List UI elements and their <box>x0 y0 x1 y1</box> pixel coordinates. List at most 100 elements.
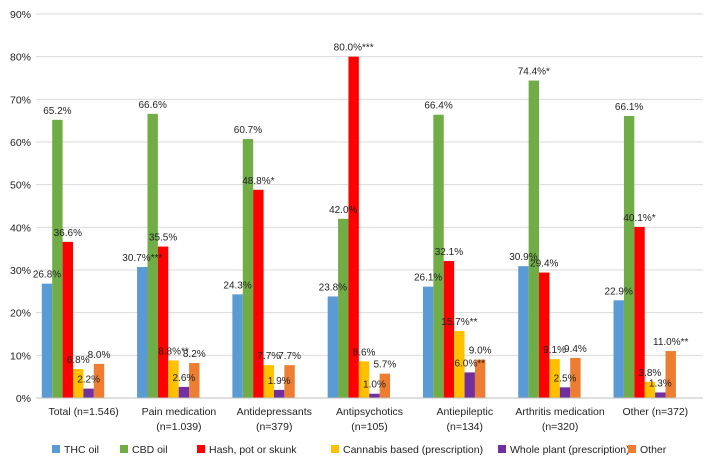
bar <box>93 363 105 398</box>
y-tick-label: 40% <box>10 222 31 234</box>
data-label: 30.7%*** <box>122 253 162 264</box>
data-label: 15.7%** <box>441 317 477 328</box>
bar <box>454 331 465 398</box>
bar <box>263 365 274 398</box>
bar <box>613 300 624 398</box>
y-axis-ticks: 0% 10% 20% 30% 40% 50% 60% 70% 80% 90% <box>10 9 31 405</box>
data-label: 65.2% <box>43 106 71 117</box>
data-label: 1.9% <box>268 376 291 387</box>
bar <box>242 139 254 398</box>
x-category-label: Total (n=1.546) <box>48 406 118 418</box>
bar <box>73 368 84 398</box>
data-label: 7.7% <box>257 351 280 362</box>
bar <box>665 351 676 398</box>
legend-swatch <box>197 445 205 453</box>
bar <box>464 372 475 398</box>
y-tick-label: 70% <box>10 94 31 106</box>
data-label: 6.8% <box>67 355 90 366</box>
y-tick-label: 10% <box>10 350 31 362</box>
bar <box>655 392 666 398</box>
bar <box>137 267 148 398</box>
data-label: 35.5% <box>149 233 177 244</box>
data-label: 2.5% <box>554 373 577 384</box>
y-tick-label: 30% <box>10 265 31 277</box>
data-label: 9.4% <box>564 344 587 355</box>
x-category-label-line: Other (n=372) <box>623 406 689 418</box>
data-label: 11.0%** <box>653 337 689 348</box>
bar <box>358 361 370 398</box>
bar <box>284 365 295 398</box>
bar <box>273 389 285 398</box>
data-label: 40.1%* <box>623 213 655 224</box>
legend: THC oil CBD oil Hash, pot or skunk Cannabis… <box>52 444 667 456</box>
data-label: 30.9% <box>509 252 537 263</box>
bar <box>232 294 243 398</box>
bar <box>83 388 94 398</box>
x-category-label: Other (n=372) <box>623 406 689 418</box>
x-category-label-line: Arthritis medication <box>515 406 604 418</box>
data-label: 66.6% <box>139 100 167 111</box>
data-label: 26.1% <box>414 273 442 284</box>
bar <box>518 266 529 398</box>
x-category-label-line: Antidepressants <box>237 406 312 418</box>
data-label: 8.2% <box>183 349 206 360</box>
y-tick-label: 90% <box>10 9 31 21</box>
data-label: 6.0%** <box>454 358 485 369</box>
bar <box>570 357 581 398</box>
x-category-label: Antidepressants (n=379) <box>237 406 312 433</box>
data-label: 1.0% <box>363 380 386 391</box>
x-category-label-line: Pain medication <box>142 406 217 418</box>
bar <box>157 246 169 398</box>
legend-swatch <box>498 445 506 453</box>
bar <box>62 241 73 398</box>
x-category-label-line: (n=105) <box>351 421 387 433</box>
data-label: 22.9% <box>605 286 633 297</box>
data-label: 80.0%*** <box>334 43 374 54</box>
legend-swatch <box>331 445 339 453</box>
data-label: 5.7% <box>373 360 396 371</box>
x-category-label-line: (n=1.039) <box>156 421 201 433</box>
x-category-label-line: Antipsychotics <box>336 406 403 418</box>
data-label: 9.0% <box>469 346 492 357</box>
data-label: 3.8% <box>639 368 662 379</box>
legend-swatch <box>120 445 128 453</box>
bar <box>539 272 550 398</box>
bar <box>327 296 339 398</box>
legend-swatch <box>628 445 636 453</box>
data-label: 8.8%** <box>158 346 189 357</box>
bar <box>147 113 158 398</box>
bar <box>348 56 359 399</box>
legend-label: Other <box>640 444 667 456</box>
y-tick-label: 60% <box>10 137 31 149</box>
data-label: 2.2% <box>77 375 100 386</box>
bar <box>549 359 560 398</box>
bar <box>369 393 380 398</box>
x-category-label-line: Antiepileptic <box>436 406 493 418</box>
bar <box>623 115 635 399</box>
data-label: 48.8%* <box>242 176 274 187</box>
bar <box>634 226 645 398</box>
data-label: 66.4% <box>424 101 452 112</box>
legend-label: THC oil <box>64 444 99 456</box>
bar <box>644 381 656 398</box>
bar <box>433 114 444 399</box>
data-label: 66.1% <box>615 102 643 113</box>
y-tick-label: 20% <box>10 308 31 320</box>
data-label: 23.8% <box>319 282 347 293</box>
bar <box>474 359 486 398</box>
x-category-label-line: (n=379) <box>256 421 292 433</box>
data-label: 32.1% <box>435 247 463 258</box>
legend-label: Cannabis based (prescription) <box>343 444 483 456</box>
data-label: 7.7% <box>278 351 301 362</box>
data-label: 2.6% <box>172 373 195 384</box>
x-category-label: Antipsychotics (n=105) <box>336 406 403 433</box>
x-category-label: Antiepileptic (n=134) <box>436 406 493 433</box>
legend-swatch <box>52 445 60 453</box>
x-category-label-line: (n=134) <box>447 421 483 433</box>
data-label: 36.6% <box>54 228 82 239</box>
bar <box>189 363 200 398</box>
bar <box>41 283 53 398</box>
x-axis: Total (n=1.546) Pain medication (n=1.039) A… <box>36 397 703 433</box>
x-category-label: Arthritis medication (n=320) <box>515 406 604 433</box>
